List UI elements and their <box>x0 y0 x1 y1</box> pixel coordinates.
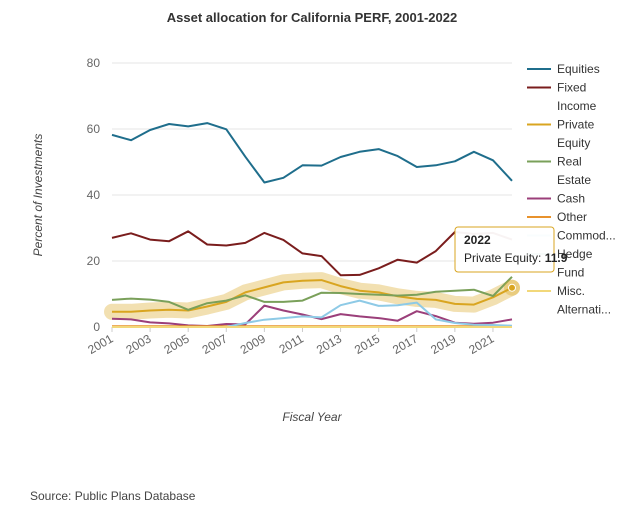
series-line-equities <box>111 122 513 184</box>
legend-label: Misc. <box>557 284 585 298</box>
tooltip-body: Private Equity: 11.9 <box>464 251 568 265</box>
legend-label: Alternati... <box>557 303 611 317</box>
series-lines <box>111 122 520 328</box>
x-tick-label: 2011 <box>277 331 307 356</box>
tooltip-box <box>454 226 555 273</box>
x-tick-label: 2007 <box>200 331 230 357</box>
grid-lines <box>112 62 512 262</box>
legend-label: Fixed <box>557 81 586 95</box>
tooltip-value: 11.9 <box>545 251 568 265</box>
y-tick-label: 20 <box>87 254 101 268</box>
source-note: Source: Public Plans Database <box>30 489 196 503</box>
legend-label: Other <box>557 210 587 224</box>
legend-label: Equity <box>557 136 590 150</box>
legend-item-equities[interactable]: Equities <box>527 62 600 76</box>
legend-item-private-equity[interactable]: Private Equity <box>527 118 595 151</box>
legend-label: Real <box>557 155 582 169</box>
chart-title: Asset allocation for California PERF, 20… <box>167 10 457 25</box>
x-tick-label: 2001 <box>85 331 115 357</box>
y-tick-label: 40 <box>87 188 101 202</box>
x-tick-label: 2015 <box>352 331 382 357</box>
tooltip-label: Private Equity: <box>464 251 545 265</box>
x-tick-label: 2003 <box>123 331 153 357</box>
x-tick-label: 2009 <box>238 331 268 357</box>
y-tick-label: 0 <box>93 320 100 334</box>
legend-item-cash[interactable]: Cash <box>527 192 585 206</box>
legend-label: Hedge <box>557 247 593 261</box>
hover-point <box>508 283 516 292</box>
legend[interactable]: Equities Fixed Income Private Equity Real Esta… <box>527 62 616 317</box>
legend-label: Private <box>557 118 595 132</box>
legend-item-real-estate[interactable]: Real Estate <box>527 155 591 188</box>
legend-label: Cash <box>557 192 585 206</box>
x-tick-label: 2013 <box>314 331 344 357</box>
x-tick-label: 2017 <box>390 331 420 357</box>
tooltip-title: 2022 <box>464 233 491 247</box>
series-line-real-estate <box>111 276 513 311</box>
legend-item-fixed-income[interactable]: Fixed Income <box>527 81 597 114</box>
legend-label: Income <box>557 99 597 113</box>
x-tick-label: 2005 <box>162 331 192 357</box>
y-tick-label: 80 <box>87 56 101 70</box>
tooltip: 2022 Private Equity: 11.9 <box>454 226 568 273</box>
legend-label: Commod... <box>557 229 616 243</box>
series-line-private-equity <box>112 279 513 313</box>
legend-label: Estate <box>557 173 591 187</box>
x-axis-ticks: 2001 2003 2005 2007 2009 2011 2013 2015 2017 2019… <box>85 327 497 357</box>
legend-item-other[interactable]: Other <box>527 210 587 224</box>
y-axis-ticks: 0 20 40 60 80 <box>87 56 101 334</box>
legend-label: Equities <box>557 62 600 76</box>
y-tick-label: 60 <box>87 122 101 136</box>
y-axis-label: Percent of Investments <box>31 134 45 257</box>
series-line-fixed-income <box>111 230 513 277</box>
x-tick-label: 2019 <box>428 331 458 357</box>
legend-item-misc-alternatives[interactable]: Misc. Alternati... <box>527 284 611 317</box>
legend-label: Fund <box>557 266 584 280</box>
x-tick-label: 2021 <box>466 331 496 357</box>
x-axis-label: Fiscal Year <box>282 410 342 424</box>
